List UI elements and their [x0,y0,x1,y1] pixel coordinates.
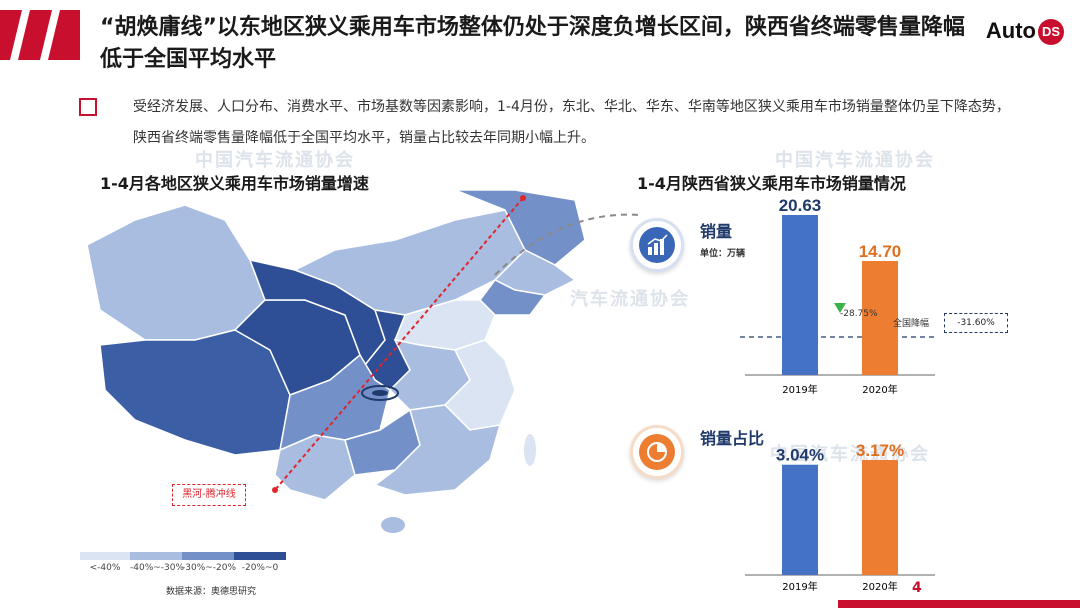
legend-label: -20%~0 [241,563,279,573]
share-cat-2019: 2019年 [782,580,817,593]
share-cat-2020: 2020年 [862,580,897,593]
share-value-2019: 3.04% [776,446,824,465]
national-decline-box: -31.60% [944,313,1008,333]
autods-logo: Auto DS [985,18,1064,46]
pie-chart-glyph [647,442,667,462]
legend-swatch [182,552,234,560]
logo-badge: DS [1038,19,1064,46]
legend-swatch [80,552,130,560]
watermark: 中国汽车流通协会 [775,150,935,171]
sales-value-2019: 20.63 [779,196,822,215]
right-title: 1-4月陕西省狭义乘用车市场销量情况 [637,174,906,193]
legend-swatch [130,552,182,560]
bar-chart-glyph [647,234,668,255]
sales-bar-2020 [862,260,898,375]
legend-labels: <-40% -40%~-30% -30%~-20% -20%~0 [80,563,300,573]
sales-change: -28.75% [840,309,878,319]
bullet-text: 受经济发展、人口分布、消费水平、市场基数等因素影响，1-4月份，东北、华北、华东… [133,99,1010,146]
sales-unit: 单位：万辆 [700,249,746,259]
region-hainan [381,517,405,533]
bullet-square-icon [79,98,97,116]
sales-cat-2020: 2020年 [862,383,897,396]
page-title: “胡焕庸线”以东地区狭义乘用车市场整体仍处于深度负增长区间，陕西省终端零售量降幅… [100,15,965,72]
connector-curve [490,200,650,280]
legend-label: -30%~-20% [182,563,237,573]
legend-label: <-40% [89,563,121,573]
bar-chart-icon [639,227,675,263]
share-icon-ring [630,425,684,479]
share-bar-2020 [862,460,898,575]
region-taiwan [524,434,536,466]
stripes-graphic [0,10,80,60]
sales-value-2020: 14.70 [859,242,902,261]
sales-label: 销量 [700,222,733,241]
region-yunnan [274,434,356,501]
share-label: 销量占比 [700,429,765,448]
logo-text: Auto [985,18,1036,43]
region-south [373,404,502,496]
legend-label: -40%~-30% [130,563,185,573]
region-tibet [99,329,291,456]
legend-swatch [234,552,286,560]
header-stripes [0,10,80,60]
watermark: 中国汽车流通协会 [770,444,930,465]
map-legend: <-40% -40%~-30% -30%~-20% -20%~0 [80,552,300,573]
down-triangle-icon [834,303,846,313]
watermark: 汽车流通协会 [570,289,690,310]
data-source: 数据来源：奥德思研究 [166,587,257,597]
region-xinjiang [86,204,266,341]
national-label: 全国降幅 [893,317,929,329]
hu-line-label: 黑河-腾冲线 [172,484,246,506]
sales-chart: 20.63 14.70 2019年 2020年 -28.75% 全国降幅 [740,196,935,396]
connector-graphic [494,213,641,276]
pie-chart-icon [639,434,675,470]
shaanxi-marker-icon [361,385,399,401]
sales-icon-ring [630,218,684,272]
hu-huanyong-line [274,197,524,491]
map-title: 1-4月各地区狭义乘用车市场销量增速 [100,174,369,193]
china-map-graphic [86,189,586,533]
sales-cat-2019: 2019年 [782,383,817,396]
share-bar-2019 [782,464,818,575]
sales-bar-2019 [782,215,818,375]
page-number: 4 [912,580,922,596]
legend-bars [80,552,300,560]
share-value-2020: 3.17% [856,441,904,460]
watermark: 中国汽车流通协会 [195,150,355,171]
share-chart: 3.04% 3.17% 2019年 2020年 [745,441,935,593]
china-map [75,189,615,550]
footer-bar [838,600,1080,608]
